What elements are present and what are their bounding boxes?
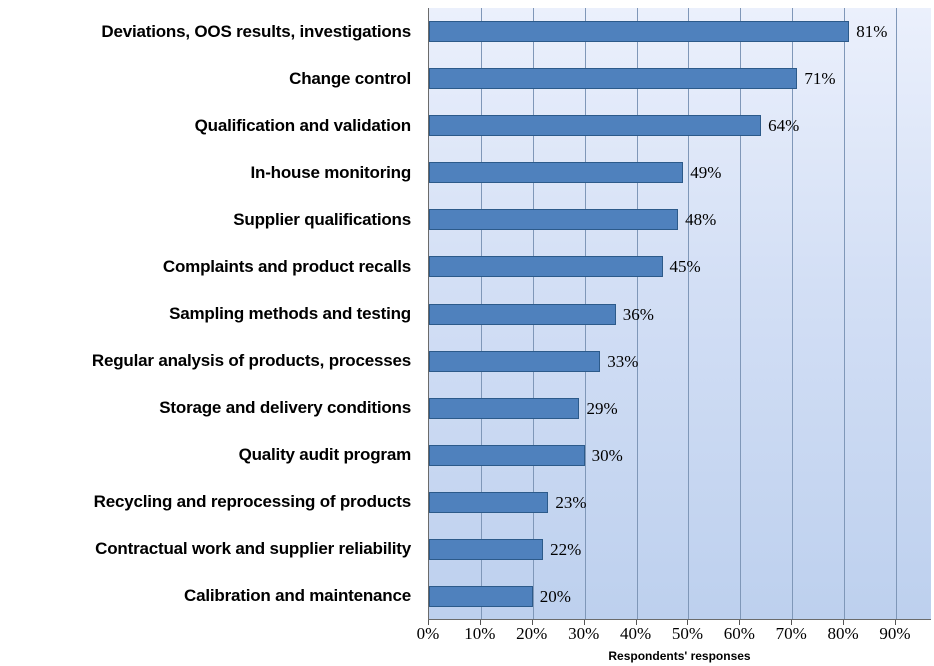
gridline — [740, 8, 742, 619]
category-label: Sampling methods and testing — [169, 303, 411, 323]
x-tick-label: 20% — [516, 624, 548, 643]
bar-value-label: 22% — [550, 539, 582, 559]
bar — [429, 350, 601, 372]
gridline — [688, 8, 690, 619]
x-tick-mark — [531, 620, 533, 625]
x-tick-mark — [791, 620, 793, 625]
bar-value-label: 81% — [856, 22, 888, 42]
category-label: Storage and delivery conditions — [159, 398, 411, 418]
bar-value-label: 49% — [690, 163, 722, 183]
bar — [429, 303, 616, 325]
bar — [429, 21, 850, 43]
category-label: Contractual work and supplier reliabilit… — [95, 539, 411, 559]
x-tick-mark — [739, 620, 741, 625]
x-tick-mark — [843, 620, 845, 625]
category-label: In-house monitoring — [250, 162, 411, 182]
category-label: Supplier qualifications — [233, 209, 411, 229]
bar — [429, 538, 544, 560]
x-tick-label: 0% — [416, 624, 440, 643]
category-label: Change control — [289, 68, 411, 88]
x-tick-label: 50% — [671, 624, 704, 643]
plot-area: 81% 71% 64% 49% 48% 45% 36% 33% 29% 30% 23% 22% 20% — [428, 8, 931, 620]
x-tick-mark — [895, 620, 896, 625]
bar-value-label: 45% — [669, 257, 701, 277]
x-tick-label: 90% — [879, 624, 911, 643]
bar-value-label: 29% — [586, 398, 618, 418]
bar — [429, 444, 585, 466]
gridline — [844, 8, 846, 619]
bar — [429, 491, 549, 513]
bar-value-label: 33% — [607, 351, 639, 371]
x-tick-label: 80% — [827, 624, 859, 643]
x-axis-ticks: 0% 10% 20% 30% 40% 50% 60% 70% 80% 90% — [417, 620, 931, 648]
bar — [429, 585, 533, 607]
x-tick-mark — [428, 620, 429, 625]
x-tick-mark — [687, 620, 689, 625]
category-label: Complaints and product recalls — [162, 256, 411, 276]
category-label: Deviations, OOS results, investigations — [101, 21, 411, 41]
x-tick-label: 40% — [619, 624, 652, 643]
x-tick-mark — [479, 620, 481, 625]
bar — [429, 68, 798, 90]
bar-value-label: 48% — [685, 210, 717, 230]
gridline — [896, 8, 897, 619]
category-label: Qualification and validation — [194, 115, 412, 135]
bar-value-label: 30% — [591, 445, 623, 465]
category-label: Recycling and reprocessing of products — [93, 492, 412, 512]
x-tick-mark — [583, 620, 585, 625]
bar — [429, 256, 663, 278]
bar-value-label: 36% — [622, 304, 654, 324]
bar-value-label: 71% — [804, 69, 836, 89]
bar-value-label: 64% — [768, 116, 800, 136]
category-label: Calibration and maintenance — [184, 586, 411, 606]
bar — [429, 209, 679, 231]
gridline — [792, 8, 794, 619]
category-axis-labels: Deviations, OOS results, investigations C… — [0, 8, 420, 620]
bar — [429, 397, 580, 419]
bar — [429, 162, 684, 184]
x-tick-label: 10% — [464, 624, 496, 643]
bar-value-label: 23% — [555, 492, 587, 512]
category-label: Quality audit program — [238, 445, 412, 465]
bar-value-label: 20% — [539, 586, 571, 606]
category-label: Regular analysis of products, processes — [91, 351, 411, 371]
x-axis-title: Respondents' responses — [608, 649, 751, 663]
x-tick-label: 30% — [568, 624, 600, 643]
bar — [429, 115, 762, 137]
x-tick-label: 60% — [723, 624, 755, 643]
gridline — [636, 8, 638, 619]
x-tick-mark — [635, 620, 637, 625]
x-tick-label: 70% — [775, 624, 807, 643]
